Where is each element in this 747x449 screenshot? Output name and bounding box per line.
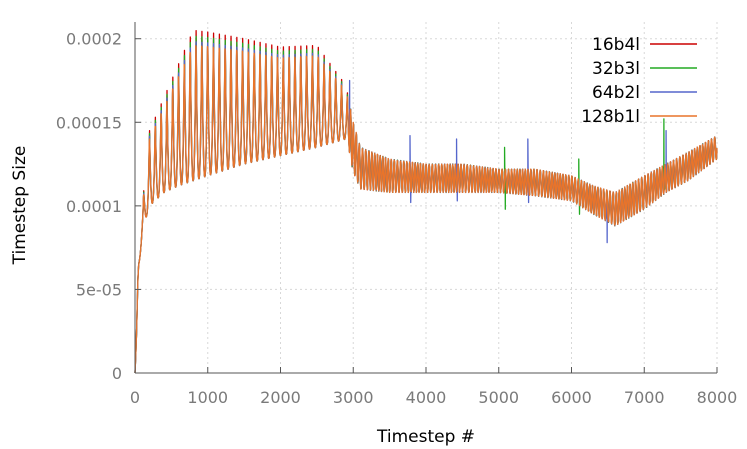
x-tick-label: 5000	[478, 388, 519, 407]
series-lines	[134, 30, 718, 374]
x-tick-label: 8000	[697, 388, 738, 407]
x-tick-label: 6000	[551, 388, 592, 407]
y-tick-label: 0.0001	[66, 197, 122, 216]
x-tick-label: 3000	[333, 388, 374, 407]
tick-labels: 0 5e-05 0.0001 0.00015 0.0002 0 1000 2000 3000 40…	[56, 30, 738, 407]
legend-label: 128b1l	[581, 107, 640, 127]
legend-label: 64b2l	[592, 83, 640, 103]
x-axis-title: Timestep #	[376, 427, 475, 447]
y-tick-label: 0	[112, 364, 122, 383]
x-tick-label: 7000	[624, 388, 665, 407]
y-tick-label: 0.0002	[66, 30, 122, 49]
x-tick-label: 4000	[406, 388, 447, 407]
legend-label: 32b3l	[592, 59, 640, 79]
y-tick-label: 5e-05	[76, 280, 122, 299]
axes	[134, 22, 718, 374]
x-tick-label: 1000	[187, 388, 228, 407]
series-line-128b1l	[134, 45, 718, 374]
y-tick-label: 0.00015	[56, 113, 122, 132]
x-tick-label: 0	[130, 388, 140, 407]
legend-label: 16b4l	[592, 35, 640, 55]
y-axis-title: Timestep Size	[10, 146, 30, 266]
legend: 16b4l 32b3l 64b2l 128b1l	[581, 35, 697, 127]
x-tick-label: 2000	[260, 388, 301, 407]
